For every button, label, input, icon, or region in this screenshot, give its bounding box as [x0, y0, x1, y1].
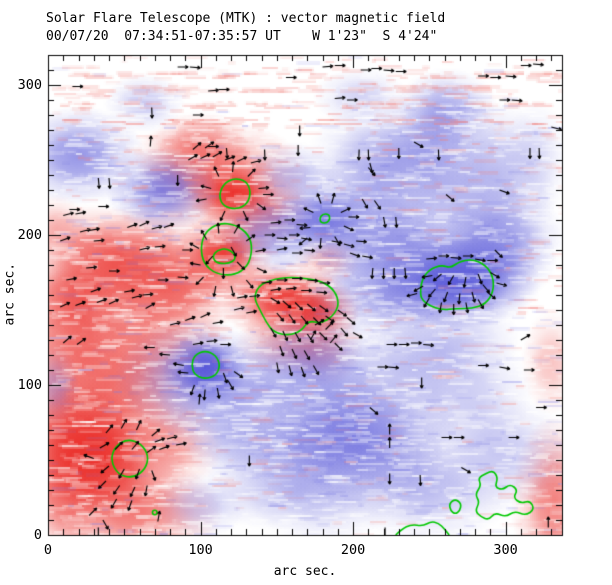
y-tick-label: 300 [17, 77, 42, 93]
figure-title: Solar Flare Telescope (MTK) : vector mag… [46, 11, 446, 26]
x-tick-label: 300 [493, 542, 518, 558]
x-tick-label: 100 [188, 542, 213, 558]
y-tick-label: 100 [17, 377, 42, 393]
figure-subtitle: 00/07/20 07:34:51-07:35:57 UT W 1'23" S … [46, 29, 438, 44]
x-axis-label: arc sec. [273, 564, 337, 579]
x-tick-label: 200 [340, 542, 366, 558]
y-tick-label: 200 [17, 227, 42, 243]
y-axis-label: arc sec. [2, 262, 18, 326]
y-tick-label: 0 [33, 527, 42, 543]
x-tick-label: 0 [43, 542, 53, 558]
